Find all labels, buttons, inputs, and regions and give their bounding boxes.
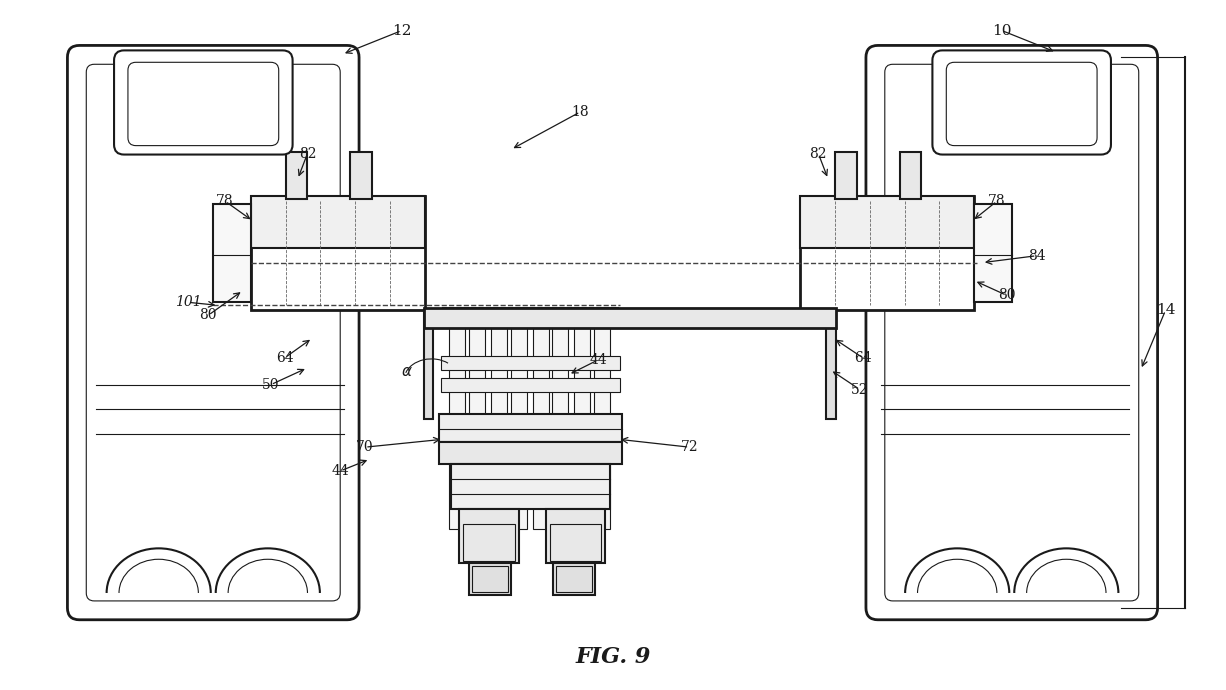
Bar [439,442,622,464]
Bar [490,310,506,529]
Bar [251,196,424,310]
Bar [423,310,434,420]
Text: 64: 64 [276,351,293,365]
Bar [470,310,485,529]
Bar [286,152,308,199]
Text: 44: 44 [331,464,349,478]
Text: 82: 82 [809,146,828,161]
Text: 14: 14 [1156,304,1176,317]
Text: 78: 78 [988,194,1005,208]
Bar [351,152,371,199]
Bar [553,310,569,529]
Bar [423,308,836,328]
Bar [449,310,465,529]
Bar [470,563,511,595]
Text: 80: 80 [200,308,217,322]
Text: 82: 82 [299,146,316,161]
Text: 72: 72 [680,440,698,454]
Bar [251,196,424,248]
Text: 10: 10 [992,23,1011,37]
Text: 64: 64 [855,351,872,365]
Bar [900,152,922,199]
Text: 12: 12 [392,23,412,37]
Bar [439,415,622,442]
Text: 44: 44 [590,353,607,367]
Bar [557,566,592,592]
FancyBboxPatch shape [67,46,359,620]
Bar [213,204,251,302]
Bar [826,310,836,420]
FancyBboxPatch shape [933,50,1111,155]
Bar [451,464,611,509]
Text: FIG. 9: FIG. 9 [575,647,651,669]
Text: 84: 84 [1027,248,1046,263]
Bar [441,377,620,392]
Bar [553,563,595,595]
Bar [532,310,548,529]
Bar [460,509,519,563]
Text: 50: 50 [262,377,280,392]
Text: 101: 101 [175,295,202,309]
FancyBboxPatch shape [114,50,293,155]
Bar [801,196,975,248]
Text: 18: 18 [571,105,588,119]
Bar [835,152,857,199]
Bar [549,524,601,561]
Bar [801,196,975,310]
Bar [472,566,508,592]
Text: 70: 70 [357,440,374,454]
Bar [463,524,515,561]
Bar [975,204,1011,302]
Text: 78: 78 [216,194,234,208]
Bar [441,356,620,370]
FancyBboxPatch shape [866,46,1157,620]
Text: 52: 52 [851,383,869,397]
Bar [595,310,611,529]
Bar [444,308,618,326]
Bar [546,509,606,563]
Text: $\alpha$: $\alpha$ [401,365,413,379]
Bar [511,310,527,529]
Text: 80: 80 [998,288,1015,302]
Bar [574,310,590,529]
